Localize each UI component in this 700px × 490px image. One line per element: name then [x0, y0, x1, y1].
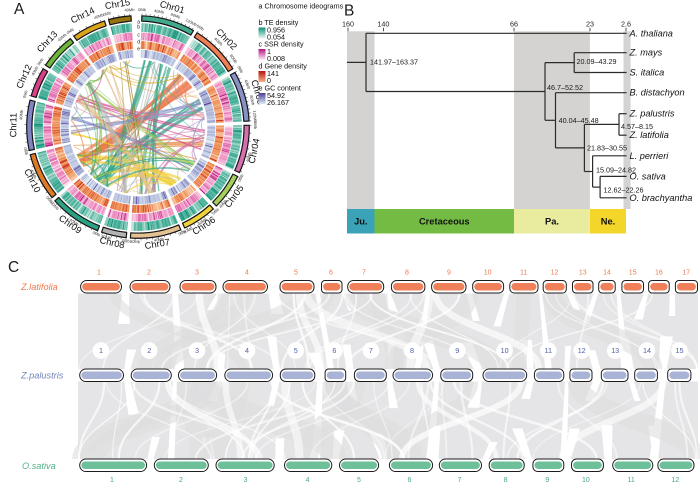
- svg-text:b: b: [137, 25, 140, 31]
- svg-text:13: 13: [611, 346, 619, 355]
- svg-text:Z.latifolia: Z.latifolia: [20, 282, 58, 292]
- svg-text:16: 16: [655, 270, 663, 277]
- svg-text:c SSR density: c SSR density: [259, 40, 305, 49]
- svg-text:160: 160: [342, 20, 354, 29]
- svg-text:17: 17: [682, 270, 690, 277]
- svg-text:A. thaliana: A. thaliana: [629, 28, 673, 38]
- svg-text:3: 3: [195, 346, 199, 355]
- svg-text:e: e: [137, 47, 140, 53]
- svg-text:66: 66: [510, 20, 518, 29]
- svg-text:15: 15: [629, 270, 637, 277]
- svg-text:Pa.: Pa.: [545, 217, 559, 227]
- svg-text:C: C: [8, 259, 19, 276]
- svg-text:12: 12: [551, 270, 559, 277]
- svg-text:3: 3: [243, 477, 247, 484]
- svg-text:6: 6: [332, 346, 336, 355]
- svg-text:2: 2: [179, 477, 183, 484]
- svg-text:11: 11: [520, 270, 527, 277]
- svg-text:S. italica: S. italica: [630, 68, 665, 78]
- svg-text:12.62–22.26: 12.62–22.26: [604, 186, 644, 195]
- svg-text:2.6: 2.6: [621, 20, 631, 29]
- svg-text:3: 3: [195, 270, 199, 277]
- svg-text:14: 14: [643, 346, 651, 355]
- svg-text:d Gene density: d Gene density: [259, 62, 308, 71]
- svg-text:0Mb: 0Mb: [253, 121, 258, 130]
- svg-text:140: 140: [377, 20, 389, 29]
- svg-text:46.7–52.52: 46.7–52.52: [547, 83, 583, 92]
- svg-text:9: 9: [455, 346, 459, 355]
- svg-text:80Mb: 80Mb: [130, 239, 141, 244]
- svg-text:8: 8: [410, 346, 414, 355]
- svg-text:0Mb: 0Mb: [138, 7, 147, 12]
- svg-text:6: 6: [329, 270, 333, 277]
- svg-text:Z.palustris: Z.palustris: [20, 371, 64, 381]
- svg-text:10: 10: [582, 477, 590, 484]
- svg-text:5: 5: [294, 346, 298, 355]
- svg-text:6: 6: [407, 477, 411, 484]
- svg-text:11: 11: [627, 477, 634, 484]
- svg-text:1: 1: [97, 270, 101, 277]
- svg-text:1: 1: [99, 346, 103, 355]
- svg-text:O.sativa: O.sativa: [22, 461, 56, 471]
- svg-text:Chr11: Chr11: [8, 113, 18, 138]
- svg-text:20.09–43.29: 20.09–43.29: [577, 57, 617, 66]
- svg-text:12: 12: [672, 477, 680, 484]
- svg-text:26.167: 26.167: [267, 98, 289, 107]
- svg-text:9: 9: [447, 270, 451, 277]
- svg-text:12: 12: [578, 346, 586, 355]
- svg-text:2: 2: [147, 270, 151, 277]
- svg-text:2: 2: [147, 346, 151, 355]
- svg-text:13: 13: [579, 270, 587, 277]
- svg-text:Z. mays: Z. mays: [629, 48, 663, 58]
- svg-text:Z. palustris: Z. palustris: [629, 109, 675, 119]
- svg-text:8: 8: [504, 477, 508, 484]
- svg-text:40.04–45.48: 40.04–45.48: [559, 116, 599, 125]
- svg-text:4: 4: [245, 346, 249, 355]
- svg-text:B. distachyon: B. distachyon: [630, 88, 685, 98]
- svg-text:Z. latifolia: Z. latifolia: [629, 130, 669, 140]
- svg-text:5: 5: [294, 270, 298, 277]
- svg-text:4: 4: [306, 477, 310, 484]
- svg-text:7: 7: [457, 477, 461, 484]
- svg-text:10: 10: [484, 270, 492, 277]
- svg-text:Ju.: Ju.: [354, 217, 367, 227]
- svg-text:15: 15: [676, 346, 684, 355]
- svg-text:L. perrieri: L. perrieri: [630, 151, 670, 161]
- svg-text:B: B: [344, 3, 354, 20]
- svg-text:a Chromosome ideograms: a Chromosome ideograms: [259, 2, 344, 11]
- svg-text:11: 11: [545, 346, 552, 355]
- svg-text:15.09–24.82: 15.09–24.82: [596, 166, 636, 175]
- svg-text:8: 8: [405, 270, 409, 277]
- svg-text:10: 10: [501, 346, 509, 355]
- svg-text:21.83–30.55: 21.83–30.55: [587, 143, 627, 152]
- svg-text:1: 1: [110, 477, 114, 484]
- svg-text:141.97–163.37: 141.97–163.37: [370, 58, 418, 67]
- svg-text:Cretaceous: Cretaceous: [419, 217, 470, 227]
- svg-text:5: 5: [357, 477, 361, 484]
- svg-text:4: 4: [245, 270, 249, 277]
- svg-text:d: d: [137, 40, 140, 46]
- svg-text:Ne.: Ne.: [601, 217, 615, 227]
- svg-text:23: 23: [586, 20, 594, 29]
- svg-text:14: 14: [603, 270, 611, 277]
- svg-text:7: 7: [369, 346, 373, 355]
- svg-text:7: 7: [362, 270, 366, 277]
- svg-text:9: 9: [545, 477, 549, 484]
- svg-text:4.57–8.15: 4.57–8.15: [621, 122, 653, 131]
- svg-text:A: A: [14, 1, 25, 18]
